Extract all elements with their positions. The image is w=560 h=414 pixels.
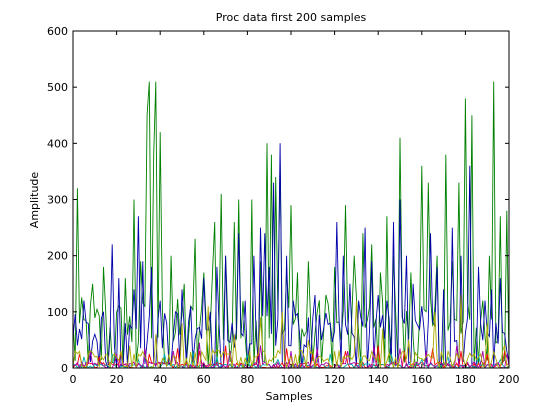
x-tick-label: 140 [368, 373, 389, 386]
y-tick-label: 500 [47, 81, 68, 94]
y-tick-label: 100 [47, 306, 68, 319]
chart-title: Proc data first 200 samples [216, 11, 367, 24]
plot-area [73, 31, 509, 368]
series-line-1 [72, 81, 510, 370]
y-tick-label: 200 [47, 250, 68, 263]
x-axis-ticks: 0 20 40 60 80 100 120 140 160 180 200 [70, 31, 520, 386]
y-axis-label: Amplitude [28, 172, 41, 229]
x-tick-label: 20 [110, 373, 124, 386]
y-tick-label: 0 [61, 362, 68, 375]
series-line-6 [72, 294, 510, 369]
x-tick-label: 80 [240, 373, 254, 386]
y-tick-label: 600 [47, 25, 68, 38]
x-tick-label: 60 [197, 373, 211, 386]
x-tick-label: 160 [411, 373, 432, 386]
x-tick-label: 40 [153, 373, 167, 386]
x-tick-label: 120 [324, 373, 345, 386]
x-tick-label: 200 [499, 373, 520, 386]
x-tick-label: 100 [281, 373, 302, 386]
x-tick-label: 0 [70, 373, 77, 386]
y-tick-label: 300 [47, 194, 68, 207]
series-line-5 [72, 342, 510, 370]
x-axis-label: Samples [266, 390, 313, 403]
x-tick-label: 180 [455, 373, 476, 386]
y-tick-label: 400 [47, 137, 68, 150]
y-axis-ticks: 0 100 200 300 400 500 600 [47, 25, 509, 375]
